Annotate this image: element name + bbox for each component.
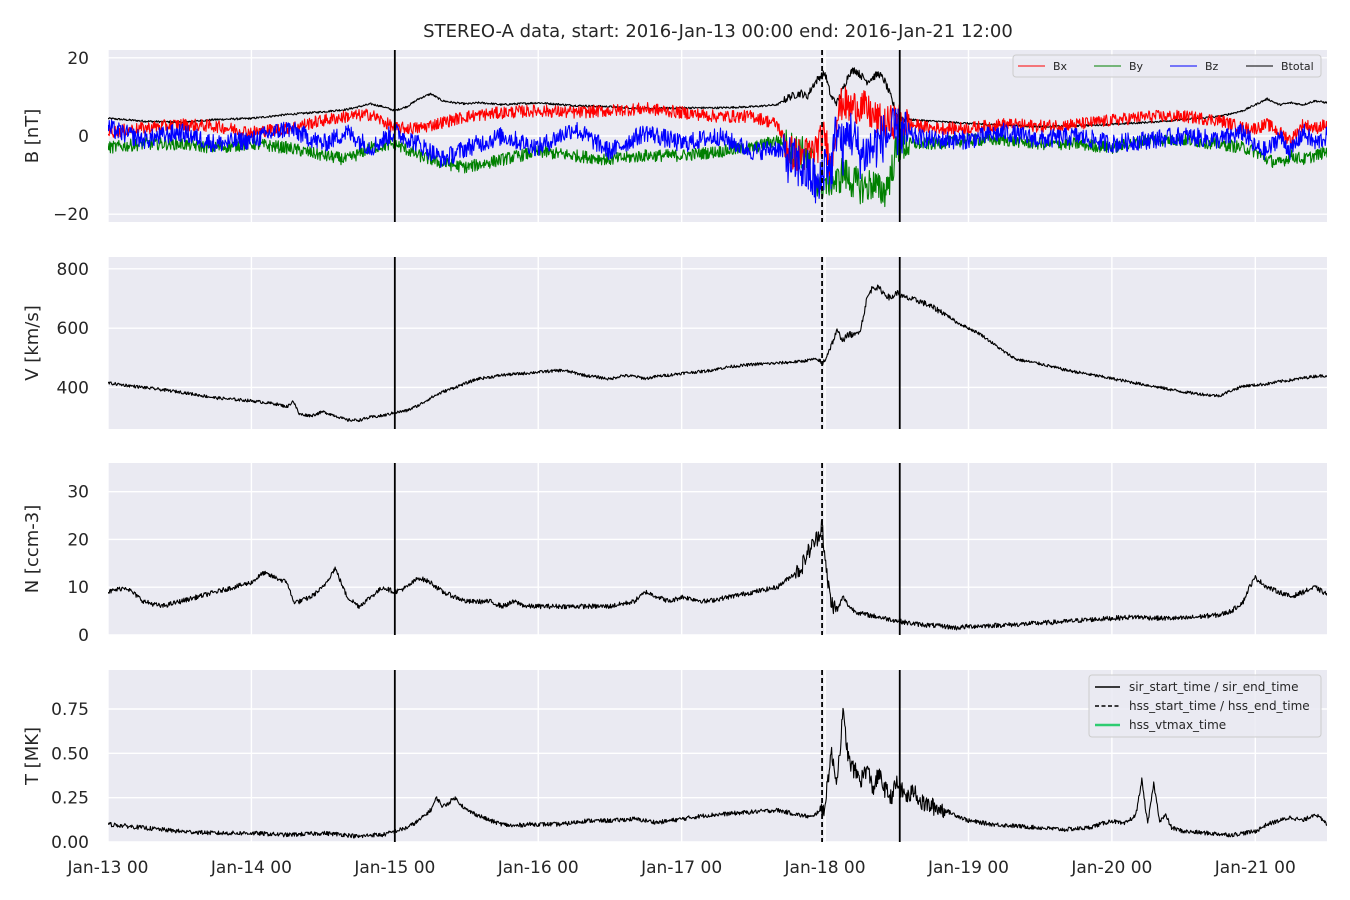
x-tick-label: Jan-16 00 — [497, 858, 579, 878]
y-tick-label: 10 — [67, 578, 89, 598]
x-tick-label: Jan-17 00 — [640, 858, 722, 878]
y-tick-label: 600 — [57, 319, 89, 339]
y-tick-label: −20 — [53, 205, 89, 225]
y-axis-label: N [ccm-3] — [22, 505, 43, 594]
y-axis-label: V [km/s] — [22, 305, 43, 380]
series-group — [108, 707, 1327, 839]
data-series-line — [108, 520, 1327, 631]
x-tick-label: Jan-13 00 — [66, 858, 148, 878]
panel-1: −20 0 20 B [nT] Bx By Bz Btotal — [22, 49, 1327, 225]
y-axis-label: T [MK] — [22, 727, 43, 786]
y-tick-label: 30 — [67, 483, 89, 503]
x-tick-label: Jan-18 00 — [784, 858, 866, 878]
figure-title: STEREO-A data, start: 2016-Jan-13 00:00 … — [423, 21, 1013, 42]
y-tick-label: 400 — [57, 378, 89, 398]
legend-label: By — [1129, 60, 1144, 73]
panel-3: 0 10 20 30 N [ccm-3] — [22, 463, 1327, 646]
y-tick-label: 0.00 — [51, 833, 89, 853]
data-series-line — [108, 284, 1327, 423]
y-tick-label: 0.25 — [51, 789, 89, 809]
legend-box — [1012, 54, 1322, 78]
data-series-line — [108, 707, 1327, 839]
x-tick-label: Jan-15 00 — [353, 858, 435, 878]
series-group — [108, 67, 1327, 208]
y-tick-label: 20 — [67, 49, 89, 69]
y-tick-label: 0.75 — [51, 700, 89, 720]
y-tick-label: 0.50 — [51, 744, 89, 764]
plot-area — [108, 257, 1327, 429]
legend-events: sir_start_time / sir_end_time hss_start_t… — [1088, 674, 1322, 738]
legend-label: sir_start_time / sir_end_time — [1129, 680, 1299, 694]
legend-b: Bx By Bz Btotal — [1012, 54, 1322, 78]
legend-label: hss_vtmax_time — [1129, 718, 1226, 732]
x-tick-label: Jan-14 00 — [210, 858, 292, 878]
x-tick-label: Jan-19 00 — [927, 858, 1009, 878]
x-tick-labels: Jan-13 00 Jan-14 00 Jan-15 00 Jan-16 00 Jan-… — [66, 858, 1295, 878]
series-group — [108, 520, 1327, 631]
y-axis-label: B [nT] — [22, 109, 43, 164]
x-tick-label: Jan-21 00 — [1214, 858, 1296, 878]
legend-box — [1088, 674, 1322, 738]
legend-label: hss_start_time / hss_end_time — [1129, 699, 1310, 713]
legend-label: Bz — [1205, 60, 1219, 73]
by-series-line — [108, 129, 1327, 208]
y-tick-label: 20 — [67, 530, 89, 550]
x-tick-label: Jan-20 00 — [1070, 858, 1152, 878]
panels: −20 0 20 B [nT] Bx By Bz Btotal 400 600 800 V [km/s… — [22, 49, 1327, 853]
y-tick-label: 0 — [78, 127, 89, 147]
series-group — [108, 284, 1327, 423]
y-tick-label: 0 — [78, 626, 89, 646]
panel-4: 0.00 0.25 0.50 0.75 T [MK] sir_start_time / s… — [22, 670, 1327, 853]
panel-2: 400 600 800 V [km/s] — [22, 257, 1327, 429]
bz-series-line — [108, 107, 1327, 204]
btotal-series-line — [108, 67, 1327, 129]
bx-series-line — [108, 86, 1327, 177]
legend-label: Bx — [1053, 60, 1068, 73]
y-tick-label: 800 — [57, 260, 89, 280]
legend-label: Btotal — [1281, 60, 1314, 73]
plot-area — [108, 463, 1327, 635]
